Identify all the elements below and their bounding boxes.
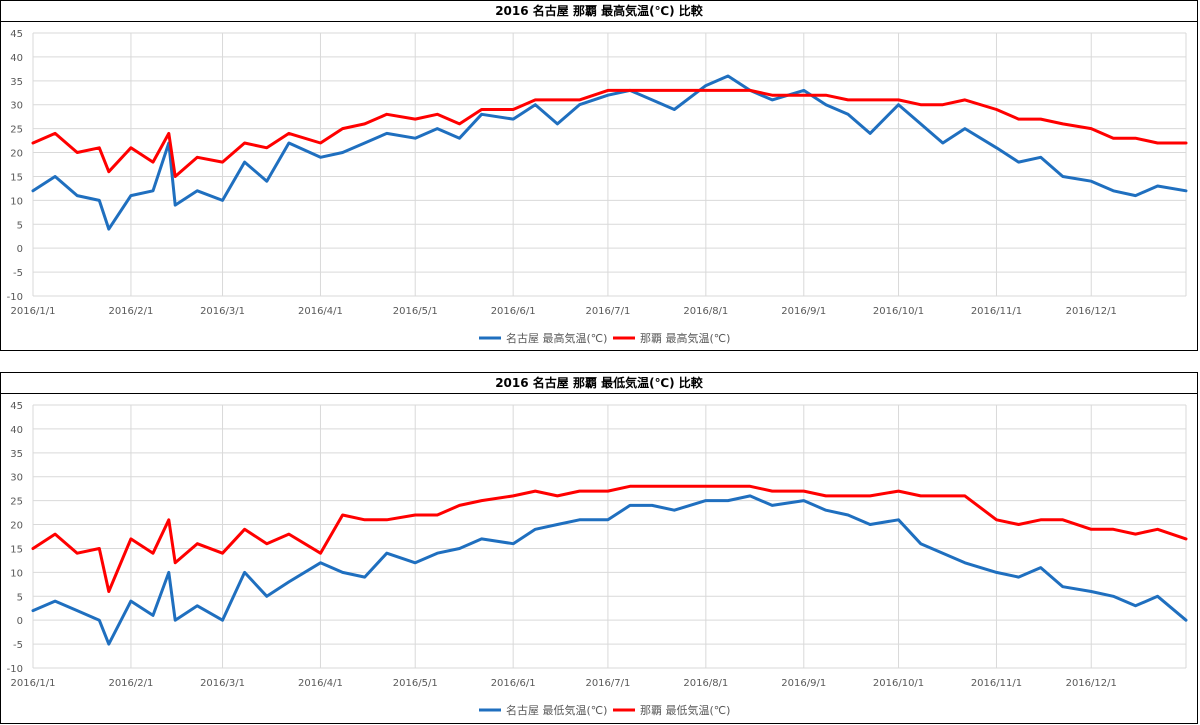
x-tick-label: 2016/1/1 [11,678,56,689]
series-line-0 [31,74,1188,231]
legend-label: 名古屋 最低気温(℃) [506,703,607,717]
y-tick-label: 0 [17,244,23,255]
y-tick-label: -10 [7,292,23,303]
y-tick-label: -5 [13,268,23,279]
y-tick-label: 20 [10,149,23,160]
x-tick-label: 2016/11/1 [971,678,1022,689]
x-tick-label: 2016/10/1 [873,306,924,317]
series-line-0 [31,494,1188,646]
series-line-1 [31,484,1188,593]
x-tick-label: 2016/2/1 [108,306,153,317]
y-tick-label: 45 [10,29,23,40]
x-tick-label: 2016/8/1 [683,306,728,317]
line-chart-max-temp: -10 -5 0 5 10 15 20 25 30 35 40 45 2016/1/1 2016/2/1 2… [7,29,1188,345]
x-tick-label: 2016/7/1 [585,306,630,317]
chart-panel-min-temp: 2016 名古屋 那覇 最低気温(℃) 比較 -10 -5 0 5 10 15 20 25 30… [0,372,1198,724]
y-tick-label: 5 [17,592,23,603]
x-tick-label: 2016/4/1 [298,678,343,689]
y-tick-label: 35 [10,449,23,460]
x-tick-label: 2016/6/1 [491,306,536,317]
x-tick-label: 2016/2/1 [108,678,153,689]
x-tick-label: 2016/8/1 [683,678,728,689]
series-line-1 [31,88,1188,178]
y-tick-label: 10 [10,568,23,579]
x-tick-label: 2016/1/1 [11,306,56,317]
y-tick-label: 35 [10,77,23,88]
x-tick-label: 2016/12/1 [1066,678,1117,689]
y-tick-label: 30 [10,101,23,112]
y-tick-label: 40 [10,425,23,436]
x-tick-label: 2016/3/1 [200,306,245,317]
x-tick-label: 2016/5/1 [393,678,438,689]
line-chart-min-temp: -10 -5 0 5 10 15 20 25 30 35 40 45 2016/1/1 2016/2/1 2… [7,401,1188,717]
y-tick-label: -10 [7,664,23,675]
y-tick-label: 40 [10,53,23,64]
legend-label: 那覇 最低気温(℃) [640,703,730,717]
x-tick-label: 2016/7/1 [585,678,630,689]
y-tick-label: 15 [10,544,23,555]
x-tick-label: 2016/6/1 [491,678,536,689]
chart-panel-max-temp: 2016 名古屋 那覇 最高気温(℃) 比較 -10 -5 0 5 10 15 20 25 30… [0,0,1198,351]
y-tick-label: 0 [17,616,23,627]
legend-label: 那覇 最高気温(℃) [640,331,730,345]
y-tick-label: 10 [10,196,23,207]
chart-title: 2016 名古屋 那覇 最高気温(℃) 比較 [1,1,1197,22]
y-tick-label: 5 [17,220,23,231]
x-tick-label: 2016/12/1 [1066,306,1117,317]
legend-label: 名古屋 最高気温(℃) [506,331,607,345]
y-tick-label: 20 [10,521,23,532]
y-tick-label: 25 [10,125,23,136]
y-tick-label: 45 [10,401,23,412]
x-tick-label: 2016/9/1 [781,678,826,689]
y-tick-label: 30 [10,473,23,484]
x-tick-label: 2016/4/1 [298,306,343,317]
x-tick-label: 2016/10/1 [873,678,924,689]
x-tick-label: 2016/3/1 [200,678,245,689]
x-tick-label: 2016/5/1 [393,306,438,317]
x-tick-label: 2016/9/1 [781,306,826,317]
x-tick-label: 2016/11/1 [971,306,1022,317]
y-tick-label: -5 [13,640,23,651]
y-tick-label: 15 [10,172,23,183]
chart-title: 2016 名古屋 那覇 最低気温(℃) 比較 [1,373,1197,394]
y-tick-label: 25 [10,497,23,508]
